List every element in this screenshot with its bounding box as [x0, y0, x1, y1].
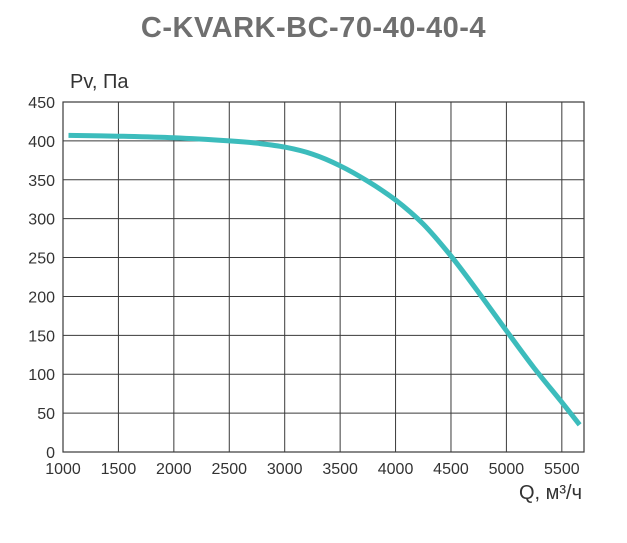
chart-title: C-KVARK-BC-70-40-40-4 [140, 12, 487, 44]
series-lines [68, 132, 582, 427]
y-tick-label: 250 [28, 251, 55, 268]
y-tick-label: 200 [28, 289, 55, 306]
y-tick-label: 350 [28, 173, 55, 190]
x-tick-label: 4000 [378, 461, 414, 478]
x-axis-label: Q, м³/ч [519, 482, 582, 504]
y-tick-label: 100 [28, 367, 55, 384]
y-tick-label: 150 [28, 328, 55, 345]
series-line-0 [68, 132, 582, 427]
x-tick-label: 2000 [156, 461, 192, 478]
plot-frame [62, 101, 585, 453]
x-tick-label: 2500 [211, 461, 247, 478]
y-tick-label: 300 [28, 212, 55, 229]
x-tick-label: 1500 [101, 461, 137, 478]
grid [62, 101, 584, 453]
x-tick-label: 1000 [45, 461, 81, 478]
x-tick-label: 5000 [489, 461, 525, 478]
y-axis-label: Pv, Па [70, 71, 129, 93]
x-tick-label: 3500 [322, 461, 358, 478]
y-tick-label: 400 [28, 134, 55, 151]
y-tick-label: 450 [28, 95, 55, 112]
y-tick-label: 0 [46, 445, 55, 462]
x-tick-label: 4500 [433, 461, 469, 478]
x-tick-label: 3000 [267, 461, 303, 478]
plot-border [62, 101, 585, 453]
x-tick-label: 5500 [544, 461, 580, 478]
tick-labels: 0 50 100 150 200 250 300 350 400 450 1000 1500 2000 2… [28, 95, 579, 478]
y-tick-label: 50 [37, 406, 55, 423]
